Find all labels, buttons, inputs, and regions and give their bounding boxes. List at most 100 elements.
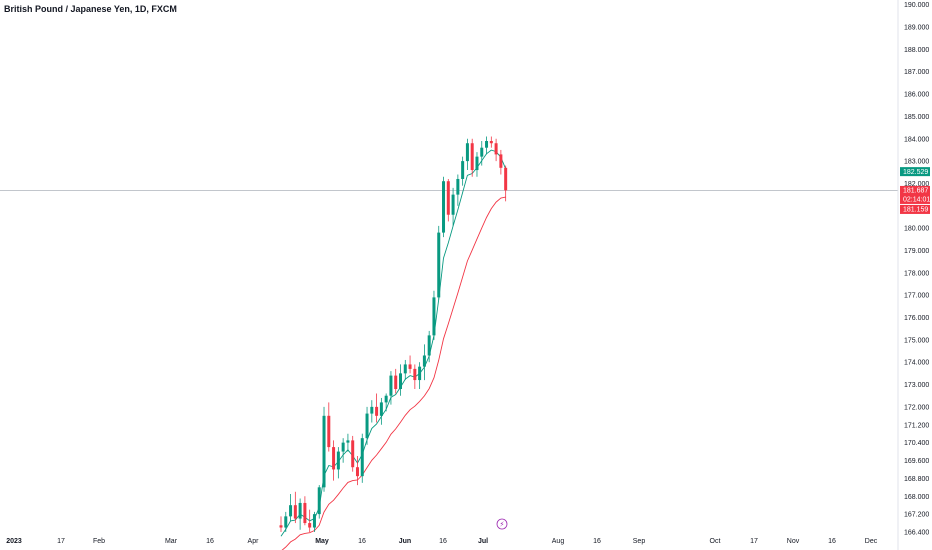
time-axis: 2023 17 Feb Mar 16 Apr May 16 Jun 16 Jul Aug 16 Sep Oc… [6, 538, 878, 545]
candle-body [494, 143, 498, 155]
candle-body [327, 415, 331, 448]
candle-body [442, 181, 446, 233]
candle-body [317, 487, 321, 515]
candle-body [360, 438, 364, 477]
candle-body [346, 440, 350, 443]
x-tick-label: Jul [478, 538, 488, 545]
x-tick-label: 16 [439, 538, 447, 545]
x-tick-label: May [315, 538, 329, 545]
candle-body [470, 143, 474, 171]
svg-text:181.687: 181.687 [903, 188, 928, 195]
candle-body [480, 147, 484, 157]
svg-text:02:14:01: 02:14:01 [903, 197, 930, 204]
y-tick-label: 177.000 [904, 293, 929, 300]
x-tick-label: Aug [552, 538, 565, 545]
y-tick-label: 184.000 [904, 136, 929, 143]
candle-body [341, 442, 345, 452]
series-layer [280, 149, 507, 550]
y-tick-label: 176.000 [904, 315, 929, 322]
x-tick-label: Apr [248, 538, 260, 545]
candle-body [351, 440, 355, 468]
y-tick-label: 189.000 [904, 25, 929, 32]
x-tick-label: Dec [865, 538, 878, 545]
price-axis: 190.000 189.000 188.000 187.000 186.000 185.0… [904, 2, 929, 536]
lightning-icon: ⚡ [500, 521, 505, 529]
y-tick-label: 168.800 [904, 476, 929, 483]
y-tick-label: 180.000 [904, 226, 929, 233]
y-tick-label: 173.000 [904, 382, 929, 389]
candle-body [504, 167, 508, 191]
candle-body [279, 525, 283, 528]
x-tick-label: 2023 [6, 538, 22, 545]
candle-body [413, 368, 417, 381]
candle-body [465, 143, 469, 162]
candle-body [418, 366, 422, 381]
current-price-badge: 181.687 02:14:01 [900, 185, 930, 204]
y-tick-label: 179.000 [904, 248, 929, 255]
candle-body [422, 355, 426, 367]
y-tick-label: 174.000 [904, 360, 929, 367]
x-tick-label: 16 [358, 538, 366, 545]
y-tick-label: 188.000 [904, 47, 929, 54]
candle-body [355, 467, 359, 477]
candle-body [375, 406, 379, 416]
y-tick-label: 166.400 [904, 530, 929, 537]
y-tick-label: 185.000 [904, 114, 929, 121]
candle-body [403, 364, 407, 374]
x-tick-label: 16 [828, 538, 836, 545]
x-tick-label: Feb [93, 538, 105, 545]
y-tick-label: 182.000 [904, 181, 929, 188]
y-tick-label: 168.000 [904, 494, 929, 501]
candle-body [394, 375, 398, 390]
y-tick-label: 169.600 [904, 458, 929, 465]
candle-body [293, 505, 297, 519]
candle-body [322, 415, 326, 488]
slow-indicator-badge: 181.159 [900, 204, 930, 214]
candle-body [437, 232, 441, 298]
fast-indicator-line [280, 149, 507, 537]
x-tick-label: Nov [787, 538, 800, 545]
x-tick-label: 17 [57, 538, 65, 545]
candle-body [489, 140, 493, 144]
y-tick-label: 171.200 [904, 422, 929, 429]
candle-body [308, 523, 312, 528]
candle-body [427, 335, 431, 356]
x-tick-label: 17 [750, 538, 758, 545]
y-tick-label: 186.000 [904, 92, 929, 99]
price-badges: 182.529 181.687 02:14:01 181.159 [900, 167, 930, 214]
candle-body [312, 514, 316, 528]
chart-title: British Pound / Japanese Yen, 1D, FXCM [4, 4, 177, 14]
svg-text:181.159: 181.159 [903, 207, 928, 214]
slow-indicator-line [281, 196, 506, 550]
candle-body [298, 502, 302, 519]
x-tick-label: 16 [593, 538, 601, 545]
candle-body [461, 161, 465, 179]
candle-body [389, 375, 393, 396]
y-tick-label: 175.000 [904, 337, 929, 344]
fast-indicator-badge: 182.529 [900, 167, 930, 177]
candle-body [303, 502, 307, 524]
y-tick-label: 183.000 [904, 159, 929, 166]
candle-body [408, 364, 412, 369]
y-tick-label: 172.000 [904, 404, 929, 411]
y-tick-label: 167.200 [904, 512, 929, 519]
candle-body [284, 516, 288, 528]
candle-body [384, 395, 388, 403]
candle-body [485, 140, 489, 148]
candle-body [289, 505, 293, 517]
candle-body [336, 451, 340, 470]
svg-text:182.529: 182.529 [903, 169, 928, 176]
y-tick-label: 170.400 [904, 440, 929, 447]
y-tick-label: 178.000 [904, 270, 929, 277]
candle-body [379, 402, 383, 416]
candle-body [365, 413, 369, 439]
candle-layer [279, 136, 508, 532]
candle-body [446, 181, 450, 215]
x-tick-label: Jun [399, 538, 411, 545]
y-tick-label: 190.000 [904, 2, 929, 9]
candle-body [499, 154, 503, 168]
candle-body [451, 194, 455, 215]
x-tick-label: Sep [633, 538, 646, 545]
event-marker[interactable]: ⚡ [496, 518, 508, 530]
